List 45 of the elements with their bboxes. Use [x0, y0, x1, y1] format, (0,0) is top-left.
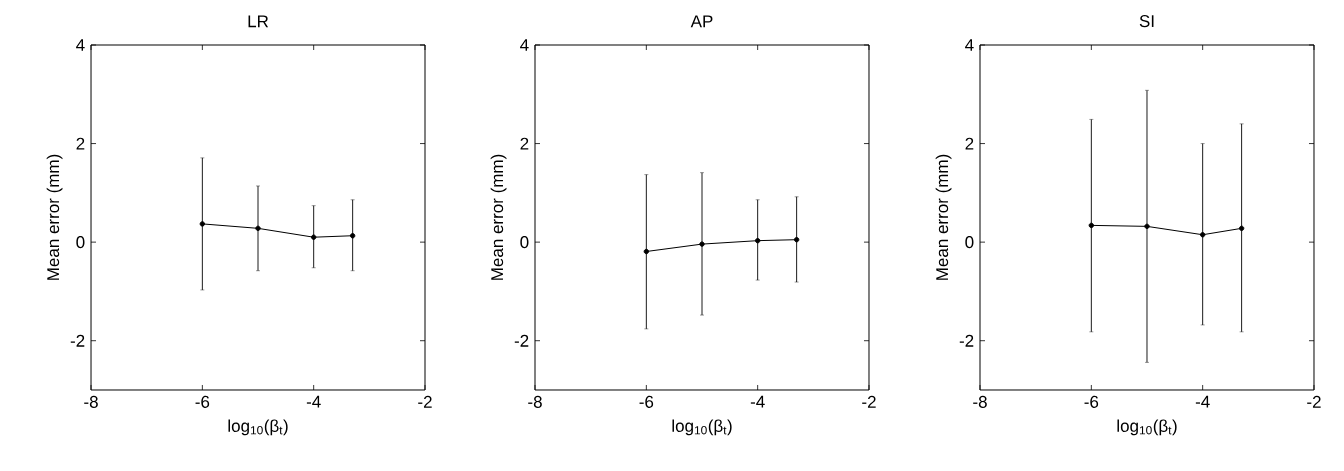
- point: [643, 248, 650, 255]
- y-tick-label: 4: [965, 39, 974, 51]
- x-tick-label: -2: [1307, 395, 1321, 408]
- x-tick-label: -8: [84, 395, 98, 408]
- y-axis-title: Mean error (mm): [490, 154, 507, 280]
- point: [793, 236, 800, 243]
- point: [699, 241, 705, 247]
- chart-title: LR: [248, 15, 269, 28]
- y-tick-label: 4: [76, 39, 85, 51]
- point: [199, 221, 206, 227]
- chart-title: SI: [1139, 15, 1154, 28]
- y-axis-title: Mean error (mm): [935, 154, 952, 280]
- y-axis-title: Mean error (mm): [46, 154, 63, 280]
- point: [349, 233, 356, 239]
- y-tick-label: 2: [520, 137, 529, 150]
- y-tick-label: 2: [76, 137, 85, 150]
- x-tick-label: -4: [1195, 395, 1210, 408]
- y-tick-label: 2: [965, 137, 974, 150]
- x-tick-label: -6: [639, 395, 654, 408]
- x-axis-title: log$_{10}$(β$_{t}$): [672, 419, 732, 436]
- x-axis-title: log$_{10}$(β$_{t}$): [228, 419, 288, 436]
- x-tick-label: -2: [862, 395, 876, 408]
- y-tick-label: -2: [70, 334, 85, 347]
- point: [1088, 222, 1095, 229]
- point: [1238, 225, 1245, 232]
- point: [310, 234, 317, 240]
- point: [1199, 232, 1206, 238]
- x-tick-label: -6: [1084, 395, 1099, 408]
- y-tick-label: 0: [76, 236, 85, 249]
- x-tick-label: -6: [195, 395, 210, 408]
- x-tick-label: -2: [418, 395, 432, 408]
- x-tick-label: -4: [306, 395, 321, 408]
- y-tick-label: 4: [520, 39, 529, 51]
- y-tick-label: 0: [520, 236, 529, 249]
- point: [754, 237, 761, 244]
- x-tick-label: -8: [973, 395, 987, 408]
- x-tick-label: -8: [528, 395, 542, 408]
- y-tick-label: 0: [965, 236, 974, 249]
- chart-title: AP: [690, 15, 713, 28]
- point: [1144, 223, 1150, 230]
- x-tick-label: -4: [750, 395, 765, 408]
- point: [255, 225, 261, 232]
- x-axis-title: log$_{10}$(β$_{t}$): [1117, 419, 1177, 436]
- y-tick-label: -2: [959, 334, 974, 347]
- y-tick-label: -2: [514, 334, 529, 347]
